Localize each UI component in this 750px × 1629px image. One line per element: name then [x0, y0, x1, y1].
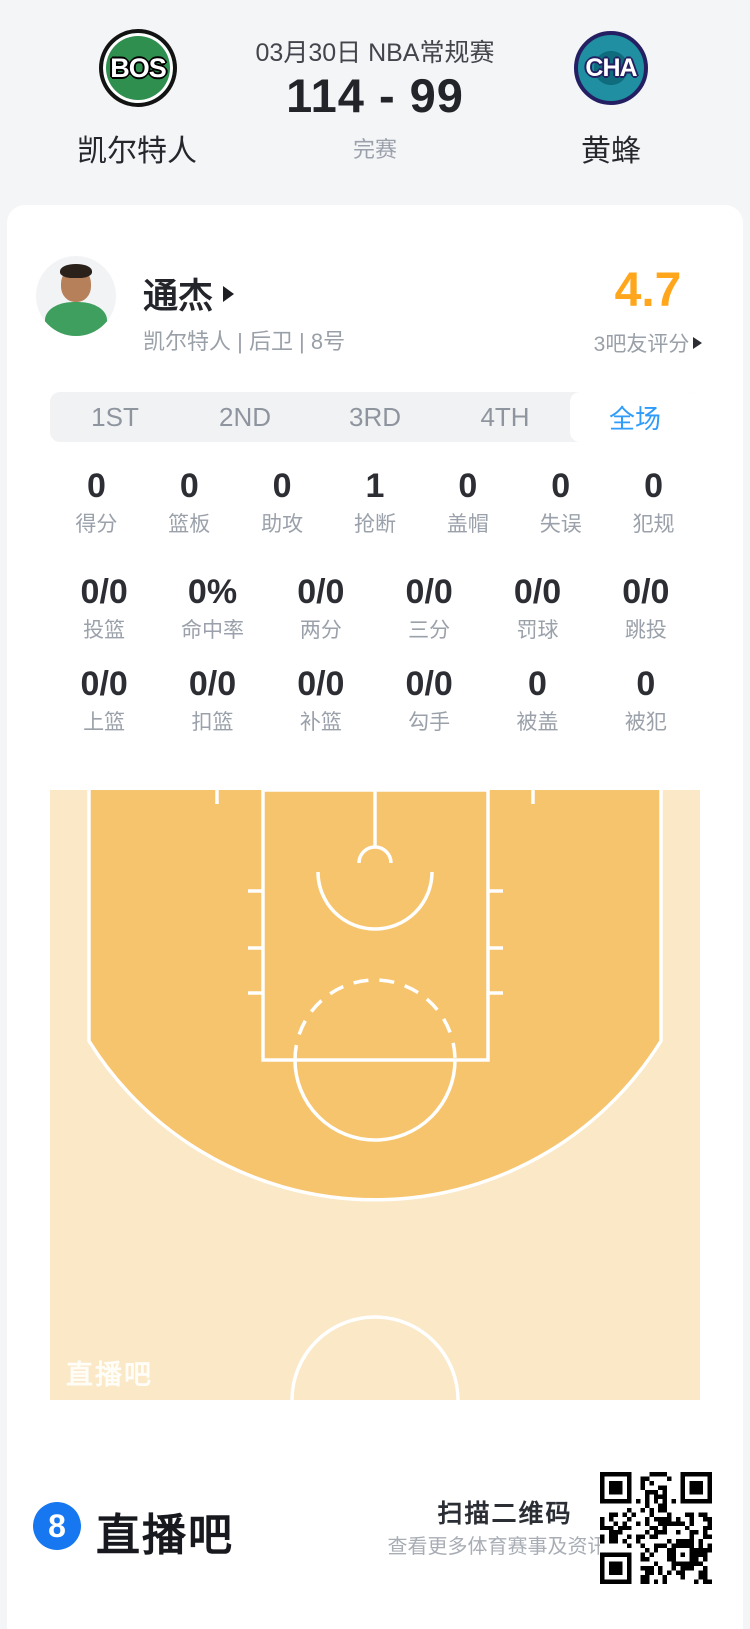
stat-points: 0 得分 — [75, 467, 118, 536]
match-date-title: 03月30日 NBA常规赛 — [255, 39, 495, 67]
tab-full-game[interactable]: 全场 — [570, 392, 700, 442]
stat-rebounds: 0 篮板 — [168, 467, 211, 536]
match-status: 完赛 — [352, 137, 397, 162]
stat-3pt: 0/0 三分 — [405, 573, 453, 642]
stat-turnovers: 0 失误 — [539, 467, 582, 536]
stat-2pt: 0/0 两分 — [297, 573, 345, 642]
stat-fg-pct: 0% 命中率 — [180, 573, 244, 642]
qr-title: 扫描二维码 — [437, 1500, 573, 1528]
stat-blocks: 0 盖帽 — [446, 467, 489, 536]
qr-subtitle: 查看更多体育赛事及资讯 — [387, 1536, 608, 1558]
stat-got-blocked: 0 被盖 — [516, 665, 559, 734]
stat-dunk: 0/0 扣篮 — [188, 665, 237, 734]
stat-hook: 0/0 勾手 — [405, 665, 453, 734]
zhibo8-logo-icon: 8 — [33, 1502, 81, 1550]
team-name-away: 黄蜂 — [581, 135, 641, 168]
tab-4th[interactable]: 4TH — [480, 401, 530, 432]
stat-fouled: 0 被犯 — [624, 665, 667, 734]
court-drawing — [50, 790, 700, 1400]
player-name-row[interactable]: 通杰 — [143, 268, 235, 319]
tab-3rd[interactable]: 3RD — [348, 401, 401, 432]
qr-code — [600, 1472, 712, 1584]
team-logo-bos-icon[interactable]: BOS — [99, 29, 177, 107]
stat-ft: 0/0 罚球 — [513, 573, 562, 642]
player-name: 通杰 — [143, 277, 214, 316]
stat-jumper: 0/0 跳投 — [622, 573, 670, 642]
team-abbr-home: BOS — [110, 52, 167, 83]
brand-name: 直播吧 — [96, 1511, 234, 1560]
tab-1st[interactable]: 1ST — [91, 401, 139, 432]
rating-block[interactable]: 4.7 3吧友评分 — [573, 264, 723, 358]
player-avatar[interactable] — [36, 256, 116, 336]
quarter-tabbar: 1ST 2ND 3RD 4TH 全场 — [50, 392, 700, 442]
stat-layup: 0/0 上篮 — [80, 665, 128, 734]
tab-2nd[interactable]: 2ND — [218, 401, 271, 432]
avatar-hair — [60, 264, 92, 278]
caret-right-icon — [223, 285, 235, 302]
arrow-right-icon — [693, 337, 703, 349]
avatar-jersey — [45, 302, 107, 336]
stat-fg: 0/0 投篮 — [80, 573, 128, 642]
player-info: 凯尔特人 | 后卫 | 8号 — [143, 329, 346, 354]
team-abbr-away: CHA — [585, 53, 637, 82]
team-logo-cha-icon[interactable]: CHA — [574, 31, 648, 105]
shot-chart-court: 直播吧 — [50, 790, 700, 1400]
stats-row-basic: 0 得分 0 篮板 0 助攻 1 抢断 0 盖帽 0 失误 0 犯规 — [50, 466, 700, 538]
match-score: 114 - 99 — [286, 69, 464, 122]
court-watermark: 直播吧 — [66, 1360, 153, 1390]
stat-tip-in: 0/0 补篮 — [297, 665, 345, 734]
team-name-home: 凯尔特人 — [77, 135, 197, 168]
rating-value: 4.7 — [614, 264, 682, 317]
stats-row-shot-types: 0/0 上篮 0/0 扣篮 0/0 补篮 0/0 勾手 0 被盖 0 被犯 — [50, 664, 700, 736]
stat-assists: 0 助攻 — [261, 467, 304, 536]
stat-steals: 1 抢断 — [353, 467, 396, 536]
stat-fouls: 0 犯规 — [632, 467, 675, 536]
rating-label: 3吧友评分 — [593, 333, 690, 356]
stats-row-shooting: 0/0 投篮 0% 命中率 0/0 两分 0/0 三分 0/0 罚球 0/0 跳投 — [50, 572, 700, 644]
